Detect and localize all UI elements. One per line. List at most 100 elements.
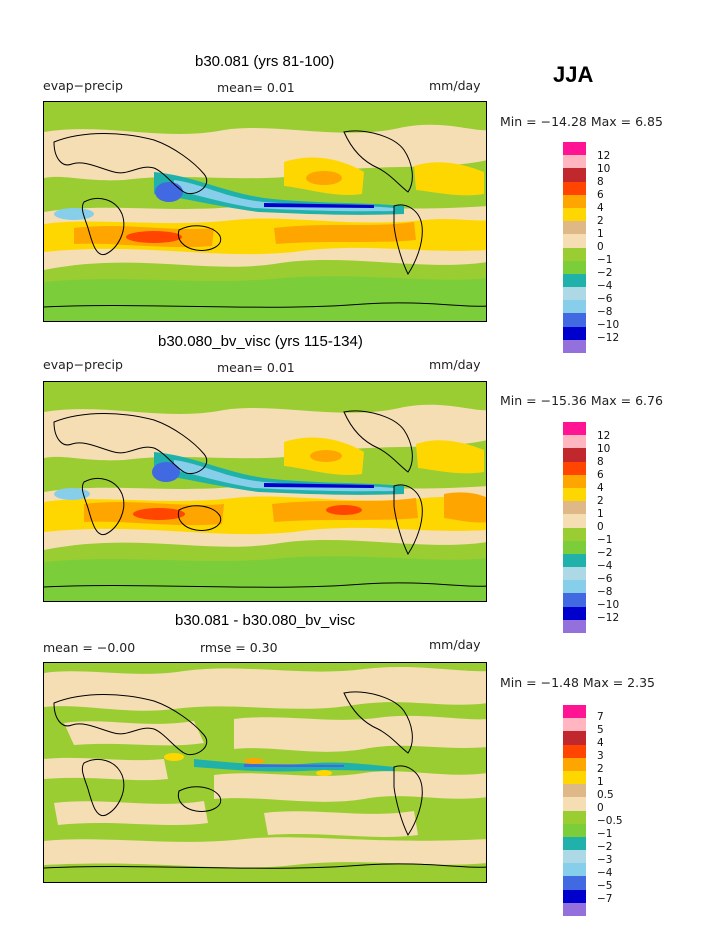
legend-swatch	[563, 744, 586, 758]
legend-label: −8	[597, 306, 613, 318]
legend-swatch	[563, 619, 586, 633]
panel-2-units: mm/day	[429, 357, 481, 372]
legend-label: 12	[597, 150, 611, 162]
panel-3-minmax: Min = −1.48 Max = 2.35	[500, 675, 655, 690]
legend-label: −4	[597, 280, 613, 292]
legend-label: 0	[597, 241, 604, 253]
legend-swatch	[563, 487, 586, 502]
legend-label: −10	[597, 599, 620, 611]
legend-label: 5	[597, 724, 604, 736]
legend-label: 4	[597, 737, 604, 749]
panel-2-mean: mean= 0.01	[217, 360, 295, 375]
legend-swatch	[563, 836, 586, 851]
legend-label: 0	[597, 521, 604, 533]
legend-label: 6	[597, 189, 604, 201]
legend-label: −0.5	[597, 815, 623, 827]
legend-swatch	[563, 181, 586, 195]
legend-swatch	[563, 287, 586, 301]
legend-swatch	[563, 155, 586, 169]
legend-label: −1	[597, 254, 613, 266]
legend-label: −6	[597, 293, 613, 305]
legend-swatch	[563, 593, 586, 607]
legend-label: −2	[597, 547, 613, 559]
panel-2-map	[43, 381, 487, 602]
legend-swatch	[563, 580, 586, 594]
legend-swatch	[563, 784, 586, 798]
panel-2-title: b30.080_bv_visc (yrs 115-134)	[158, 333, 363, 350]
legend-label: 2	[597, 215, 604, 227]
legend-label: −4	[597, 560, 613, 572]
legend-swatch	[563, 876, 586, 890]
legend-swatch	[563, 823, 586, 837]
legend-label: −8	[597, 586, 613, 598]
legend-swatch	[563, 797, 586, 811]
panel-1-map	[43, 101, 487, 322]
legend-swatch	[563, 273, 586, 288]
legend-label: 4	[597, 482, 604, 494]
legend-swatch	[563, 731, 586, 745]
legend-label: 8	[597, 456, 604, 468]
legend-label: −7	[597, 893, 613, 905]
legend-label: 8	[597, 176, 604, 188]
legend-swatch	[563, 300, 586, 314]
legend-label: −1	[597, 534, 613, 546]
legend-swatch	[563, 757, 586, 771]
legend-swatch	[563, 142, 586, 156]
season-label: JJA	[553, 62, 594, 87]
legend-label: 0	[597, 802, 604, 814]
legend-swatch	[563, 194, 586, 208]
legend-swatch	[563, 422, 586, 436]
legend-swatch	[563, 461, 586, 475]
legend-swatch	[563, 339, 586, 353]
legend-swatch	[563, 863, 586, 877]
panel-3-mean: mean = −0.00	[43, 640, 136, 655]
legend-label: −2	[597, 267, 613, 279]
legend-swatch	[563, 168, 586, 182]
panel-3-title: b30.081 - b30.080_bv_visc	[175, 612, 356, 629]
legend-swatch	[563, 474, 586, 488]
legend-swatch	[563, 207, 586, 222]
legend-label: −12	[597, 332, 620, 344]
panel-1-title: b30.081 (yrs 81-100)	[195, 53, 335, 70]
panel-1-variable: evap−precip	[43, 78, 123, 93]
legend-label: 2	[597, 495, 604, 507]
legend-swatch	[563, 889, 586, 903]
legend-label: 2	[597, 763, 604, 775]
legend-swatch	[563, 260, 586, 274]
legend-label: −4	[597, 867, 613, 879]
legend-swatch	[563, 313, 586, 327]
legend-swatch	[563, 501, 586, 515]
legend-swatch	[563, 527, 586, 541]
panel-2-map-graphic	[44, 382, 486, 601]
legend-swatch	[563, 850, 586, 864]
panel-3-units: mm/day	[429, 637, 481, 652]
panel-2-legend	[563, 422, 586, 633]
panel-2-variable: evap−precip	[43, 357, 123, 372]
panel-1-minmax: Min = −14.28 Max = 6.85	[500, 114, 663, 129]
legend-swatch	[563, 234, 586, 248]
legend-label: 1	[597, 228, 604, 240]
legend-swatch	[563, 435, 586, 449]
legend-label: 1	[597, 776, 604, 788]
legend-label: −3	[597, 854, 613, 866]
legend-swatch	[563, 553, 586, 568]
legend-swatch	[563, 705, 586, 719]
legend-swatch	[563, 902, 586, 916]
legend-label: −10	[597, 319, 620, 331]
legend-swatch	[563, 567, 586, 581]
legend-label: 6	[597, 469, 604, 481]
panel-1-units: mm/day	[429, 78, 481, 93]
legend-swatch	[563, 718, 586, 732]
panel-3-map	[43, 662, 487, 883]
legend-label: 10	[597, 443, 611, 455]
legend-label: 3	[597, 750, 604, 762]
legend-swatch	[563, 448, 586, 462]
legend-label: 12	[597, 430, 611, 442]
legend-label: −1	[597, 828, 613, 840]
legend-label: 0.5	[597, 789, 614, 801]
legend-swatch	[563, 810, 586, 824]
legend-label: 1	[597, 508, 604, 520]
panel-1-legend	[563, 142, 586, 353]
legend-label: −2	[597, 841, 613, 853]
legend-label: −6	[597, 573, 613, 585]
